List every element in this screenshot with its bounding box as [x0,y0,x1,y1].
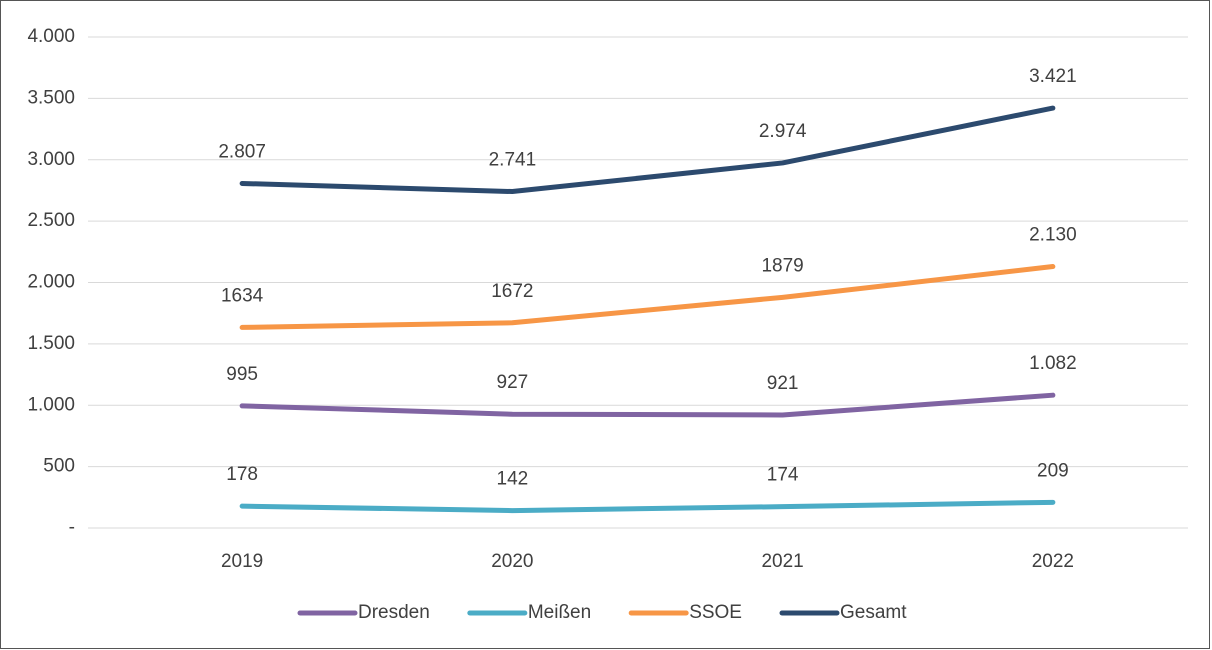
data-label: 1879 [761,255,803,276]
data-label: 927 [497,372,529,393]
data-label: 995 [226,364,258,385]
legend-label: Meißen [528,602,591,623]
series-line [239,105,1056,195]
series-line [239,392,1056,418]
legend-label: SSOE [689,602,742,623]
data-label: 142 [497,469,529,490]
y-tick-label: 3.000 [27,149,75,170]
data-label: 921 [767,373,799,394]
x-tick-label: 2019 [221,551,263,572]
y-tick-label: 4.000 [27,26,75,47]
data-label: 209 [1037,460,1069,481]
data-label: 2.130 [1029,225,1077,246]
data-label: 3.421 [1029,66,1077,87]
x-tick-label: 2021 [761,551,803,572]
y-tick-label: 1.500 [27,333,75,354]
data-label: 178 [226,464,258,485]
data-label: 1.082 [1029,353,1077,374]
y-tick-label: 500 [43,456,75,477]
data-label: 2.741 [489,150,537,171]
series-line [239,264,1056,330]
data-label: 174 [767,465,799,486]
x-tick-label: 2020 [491,551,533,572]
y-tick-label: 2.500 [27,210,75,231]
y-tick-label: 2.000 [27,272,75,293]
legend-label: Dresden [358,602,430,623]
y-tick-label: 3.500 [27,87,75,108]
data-label: 1672 [491,281,533,302]
x-tick-label: 2022 [1032,551,1074,572]
y-tick-label: - [69,517,75,538]
series-line [239,499,1056,514]
data-label: 1634 [221,285,264,306]
data-label: 2.974 [759,121,807,142]
y-tick-label: 1.000 [27,394,75,415]
data-label: 2.807 [218,141,266,162]
legend-label: Gesamt [840,602,907,623]
